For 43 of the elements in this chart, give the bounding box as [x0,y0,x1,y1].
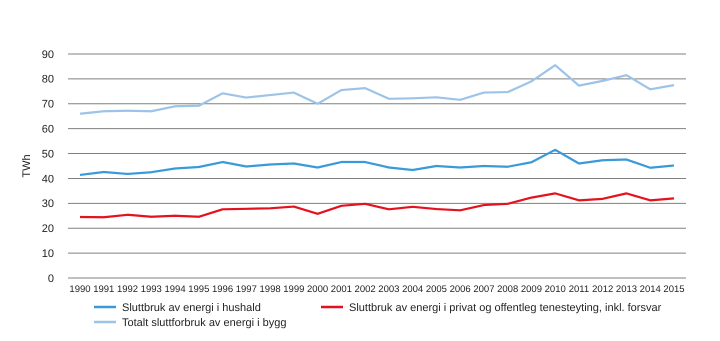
x-tick-label: 1993 [140,284,162,295]
y-tick-label: 50 [42,148,54,160]
x-tick-label: 1991 [93,284,114,295]
x-tick-label: 1990 [69,284,91,295]
x-tick-label: 2010 [544,284,566,295]
x-tick-label: 1994 [164,284,186,295]
line-series [78,192,676,218]
x-tick-label: 2005 [426,284,447,295]
x-tick-label: 2000 [307,284,328,295]
legend-label: Sluttbruk av energi i hushald [122,302,261,314]
x-tick-label: 2011 [568,284,590,295]
y-tick-label: 40 [42,173,54,186]
x-tick-label: 2007 [473,284,494,295]
x-tick-label: 2002 [354,284,376,295]
line-series [78,148,676,176]
legend-label: Totalt sluttforbruk av energi i bygg [122,316,286,329]
x-tick-label: 2009 [520,284,542,295]
x-tick-label: 2013 [616,284,638,295]
x-tick-label: 2001 [330,284,352,295]
x-tick-label: 1997 [236,284,257,295]
y-tick-label: 60 [42,124,54,136]
y-tick-label: 30 [42,198,54,210]
x-tick-label: 1992 [116,284,138,295]
x-tick-label: 1998 [260,284,281,295]
y-tick-label: 20 [42,223,54,236]
y-axis-title: TWh [21,154,33,178]
x-tick-label: 1995 [188,284,210,295]
x-tick-label: 1999 [283,284,304,295]
x-tick-label: 1996 [212,284,234,295]
x-tick-label: 2004 [402,284,424,295]
x-tick-label: 2003 [378,284,400,295]
x-tick-label: 2006 [450,284,471,295]
y-tick-label: 80 [42,74,54,86]
y-tick-label: 70 [42,98,54,111]
x-tick-label: 2008 [497,284,518,295]
x-tick-label: 2014 [640,284,661,295]
x-tick-label: 2015 [663,284,685,295]
y-tick-label: 0 [48,272,54,285]
x-tick-label: 2012 [592,284,614,295]
y-tick-label: 10 [42,248,54,260]
line-series [78,64,676,115]
legend-label: Sluttbruk av energi i privat og offentleg tenesteyting, inkl. forsvar [349,302,662,314]
y-tick-label: 90 [42,48,54,61]
